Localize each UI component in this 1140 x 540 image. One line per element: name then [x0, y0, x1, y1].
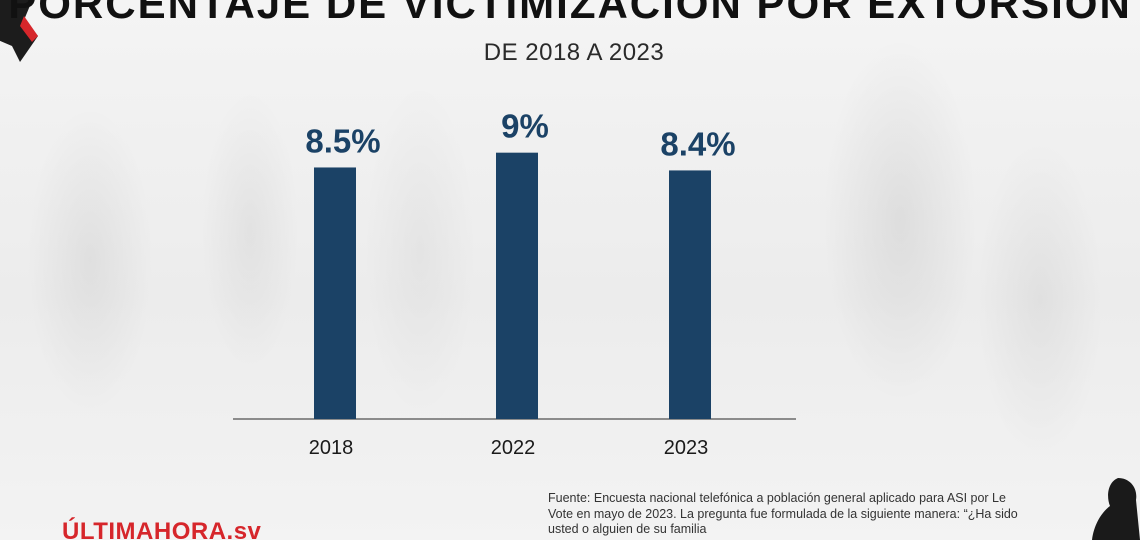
x-tick-label-2018: 2018 [309, 437, 354, 459]
value-label-2022: 9% [501, 108, 549, 145]
bar-2023 [669, 170, 711, 419]
value-label-2018: 8.5% [305, 122, 380, 159]
bar-2022 [496, 152, 538, 419]
value-label-2023: 8.4% [660, 125, 735, 162]
source-note: Fuente: Encuesta nacional telefónica a p… [548, 491, 1018, 536]
x-tick-label-2023: 2023 [664, 437, 709, 459]
corner-figure-decoration [0, 0, 38, 62]
bar-2018 [314, 167, 356, 419]
corner-figure-decoration-bottom [1092, 478, 1140, 540]
chart-title: PORCENTAJE DE VICTIMIZACIÓN POR EXTORSIÓ… [8, 0, 1132, 27]
chart-subtitle: DE 2018 A 2023 [483, 39, 665, 66]
x-tick-label-2022: 2022 [491, 437, 536, 459]
brand-logo: ÚLTIMAHORA.sv [62, 518, 262, 540]
